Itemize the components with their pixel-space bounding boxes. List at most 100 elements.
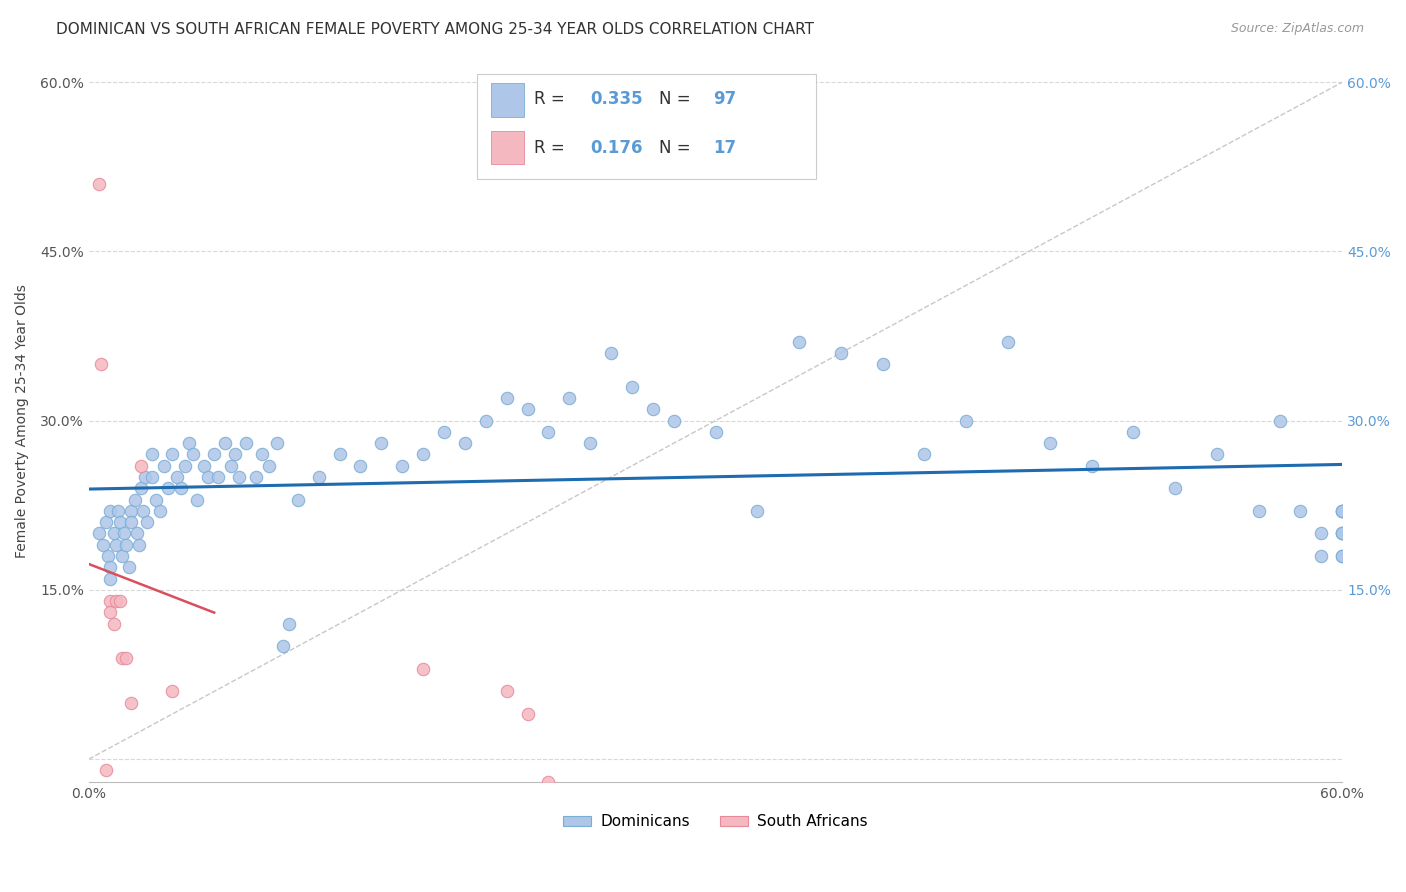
- Point: [120, 515, 142, 529]
- Point: [235, 436, 257, 450]
- Text: N =: N =: [659, 138, 696, 157]
- Point: [1331, 526, 1354, 541]
- Point: [103, 526, 125, 541]
- Legend: Dominicans, South Africans: Dominicans, South Africans: [557, 808, 873, 836]
- Point: [1331, 526, 1354, 541]
- Point: [115, 538, 138, 552]
- Point: [872, 357, 894, 371]
- Point: [537, 774, 560, 789]
- Point: [105, 538, 128, 552]
- Point: [120, 696, 142, 710]
- Point: [89, 526, 111, 541]
- Point: [166, 470, 188, 484]
- Point: [1268, 414, 1291, 428]
- Point: [516, 706, 538, 721]
- Point: [516, 402, 538, 417]
- Point: [97, 549, 120, 563]
- Point: [955, 414, 977, 428]
- Y-axis label: Female Poverty Among 25-34 Year Olds: Female Poverty Among 25-34 Year Olds: [15, 284, 30, 558]
- Point: [287, 492, 309, 507]
- Point: [141, 448, 163, 462]
- Point: [174, 458, 197, 473]
- Point: [128, 538, 150, 552]
- FancyBboxPatch shape: [478, 74, 815, 178]
- Point: [308, 470, 330, 484]
- Point: [108, 594, 131, 608]
- Point: [105, 594, 128, 608]
- Point: [537, 425, 560, 439]
- Text: 0.335: 0.335: [591, 90, 643, 108]
- Point: [257, 458, 280, 473]
- Point: [197, 470, 219, 484]
- Point: [162, 684, 184, 698]
- Point: [89, 177, 111, 191]
- Point: [90, 357, 112, 371]
- Point: [179, 436, 201, 450]
- Point: [997, 334, 1019, 349]
- Point: [579, 436, 602, 450]
- Point: [170, 481, 193, 495]
- Point: [153, 458, 176, 473]
- Point: [103, 616, 125, 631]
- Point: [202, 448, 225, 462]
- Point: [1310, 526, 1333, 541]
- Point: [1331, 504, 1354, 518]
- Point: [245, 470, 267, 484]
- Text: 17: 17: [713, 138, 737, 157]
- Point: [120, 504, 142, 518]
- Point: [1331, 549, 1354, 563]
- Point: [1247, 504, 1270, 518]
- Point: [112, 526, 135, 541]
- Point: [93, 538, 115, 552]
- Text: Source: ZipAtlas.com: Source: ZipAtlas.com: [1230, 22, 1364, 36]
- Point: [620, 380, 643, 394]
- Text: R =: R =: [534, 138, 569, 157]
- Text: N =: N =: [659, 90, 696, 108]
- Point: [558, 391, 581, 405]
- Point: [1310, 549, 1333, 563]
- Point: [214, 436, 236, 450]
- Point: [111, 549, 134, 563]
- Point: [391, 458, 413, 473]
- Point: [108, 515, 131, 529]
- Point: [193, 458, 215, 473]
- Point: [412, 448, 434, 462]
- Text: 97: 97: [713, 90, 737, 108]
- Point: [278, 616, 301, 631]
- Point: [1331, 504, 1354, 518]
- Point: [117, 560, 139, 574]
- Point: [98, 594, 121, 608]
- Point: [412, 662, 434, 676]
- Point: [145, 492, 167, 507]
- Point: [1289, 504, 1312, 518]
- Point: [704, 425, 727, 439]
- Point: [433, 425, 456, 439]
- Point: [747, 504, 769, 518]
- Point: [600, 346, 623, 360]
- Point: [111, 650, 134, 665]
- Point: [454, 436, 477, 450]
- Point: [1206, 448, 1229, 462]
- Point: [1331, 549, 1354, 563]
- Point: [914, 448, 936, 462]
- Point: [641, 402, 664, 417]
- FancyBboxPatch shape: [491, 84, 524, 117]
- Point: [495, 684, 517, 698]
- Point: [207, 470, 229, 484]
- Point: [1331, 526, 1354, 541]
- Point: [474, 414, 496, 428]
- Point: [181, 448, 204, 462]
- Point: [115, 650, 138, 665]
- Point: [266, 436, 288, 450]
- Point: [1122, 425, 1144, 439]
- Point: [349, 458, 371, 473]
- Point: [1039, 436, 1062, 450]
- Point: [132, 504, 155, 518]
- Point: [98, 606, 121, 620]
- Point: [149, 504, 172, 518]
- Point: [98, 504, 121, 518]
- Point: [129, 481, 152, 495]
- Point: [370, 436, 392, 450]
- Point: [94, 515, 117, 529]
- Point: [98, 560, 121, 574]
